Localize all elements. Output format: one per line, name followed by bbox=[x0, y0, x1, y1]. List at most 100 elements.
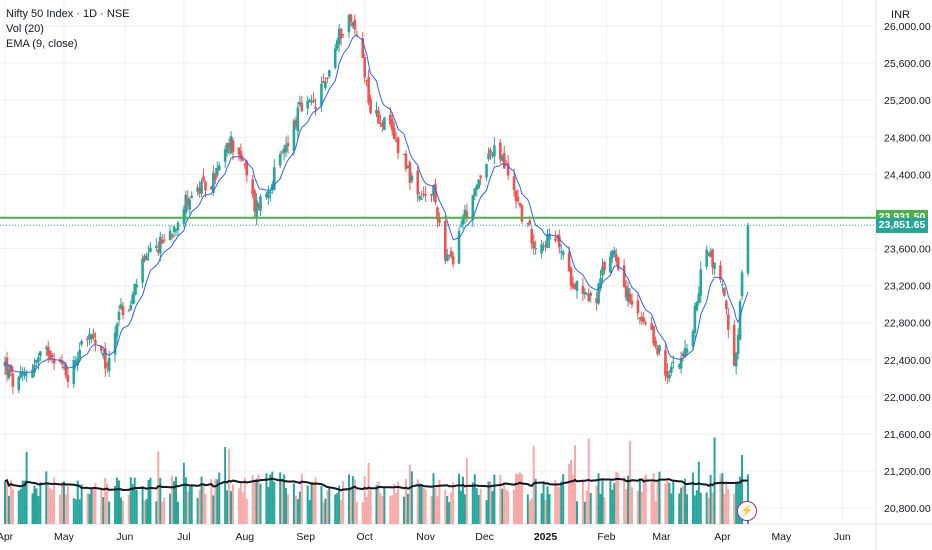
candle-body bbox=[451, 256, 455, 265]
volume-bar bbox=[114, 486, 117, 524]
time-tick-label: Jun bbox=[834, 531, 851, 543]
candle-body bbox=[626, 288, 630, 302]
volume-bar bbox=[526, 494, 529, 524]
candle-body bbox=[39, 351, 42, 356]
currency-label[interactable]: INR bbox=[891, 9, 910, 21]
volume-bar bbox=[379, 493, 382, 524]
volume-bar bbox=[60, 481, 63, 524]
volume-bar bbox=[587, 438, 590, 524]
volume-bar bbox=[173, 481, 176, 524]
candle-body bbox=[355, 34, 359, 36]
volume-bar bbox=[458, 473, 461, 524]
volume-bar bbox=[375, 485, 378, 524]
time-tick-label: Nov bbox=[416, 531, 435, 543]
volume-bar bbox=[548, 494, 551, 524]
volume-bar bbox=[434, 488, 437, 524]
candle-body bbox=[33, 364, 36, 373]
candle-body bbox=[603, 261, 606, 271]
candle-body bbox=[259, 196, 262, 211]
volume-bar bbox=[204, 493, 207, 524]
volume-bar bbox=[650, 482, 653, 524]
candle-body bbox=[699, 269, 703, 296]
candle-body bbox=[418, 196, 422, 200]
volume-bar bbox=[4, 481, 6, 524]
candle-body bbox=[145, 255, 148, 261]
candle-body bbox=[711, 249, 714, 268]
candle-body bbox=[117, 311, 121, 320]
volume-bar bbox=[597, 473, 600, 524]
volume-bar bbox=[214, 479, 217, 524]
candle-body bbox=[365, 80, 368, 82]
candle-body bbox=[48, 350, 52, 360]
candle-body bbox=[459, 225, 463, 227]
volume-bar bbox=[312, 482, 315, 524]
volume-bar bbox=[100, 489, 103, 524]
volume-bar bbox=[340, 499, 343, 524]
volume-bar bbox=[51, 489, 54, 524]
volume-bar bbox=[713, 437, 716, 524]
volume-bar bbox=[202, 483, 205, 524]
volume-bar bbox=[534, 478, 537, 524]
volume-bar bbox=[92, 488, 95, 524]
volume-bar bbox=[611, 489, 614, 524]
volume-bar bbox=[575, 501, 578, 524]
lightning-icon[interactable]: ⚡ bbox=[737, 501, 757, 521]
time-tick-label: 2025 bbox=[534, 531, 558, 543]
volume-bar bbox=[546, 486, 549, 524]
volume-bar bbox=[25, 451, 28, 524]
candle-body bbox=[406, 166, 410, 168]
candle-body bbox=[100, 346, 103, 351]
candle-body bbox=[103, 348, 107, 369]
volume-bar bbox=[558, 487, 561, 524]
volume-bar bbox=[463, 494, 466, 524]
candle-body bbox=[475, 185, 479, 190]
candle-body bbox=[298, 102, 302, 105]
volume-bar bbox=[86, 493, 89, 524]
volume-bar bbox=[184, 477, 187, 524]
volume-bar bbox=[568, 463, 571, 524]
volume-bar bbox=[448, 502, 451, 524]
candle-body bbox=[540, 244, 543, 254]
candle-body bbox=[107, 358, 111, 371]
candle-body bbox=[190, 195, 194, 199]
candle-body bbox=[420, 198, 423, 200]
last-price-tag: 23,851.65 bbox=[876, 218, 928, 234]
candle-body bbox=[286, 142, 290, 147]
candle-body bbox=[402, 153, 406, 155]
volume-bar bbox=[585, 490, 588, 524]
volume-bar bbox=[493, 474, 496, 524]
candle-body bbox=[312, 100, 315, 102]
volume-indicator-label[interactable]: Vol (20) bbox=[6, 23, 44, 35]
candle-body bbox=[732, 324, 736, 366]
volume-bar bbox=[251, 474, 254, 524]
volume-bar bbox=[699, 492, 702, 524]
candle-body bbox=[184, 194, 188, 214]
volume-bar bbox=[49, 488, 52, 524]
candle-body bbox=[640, 316, 644, 322]
candle-body bbox=[186, 197, 190, 205]
candle-body bbox=[337, 28, 341, 44]
candle-body bbox=[512, 176, 516, 191]
volume-bar bbox=[310, 481, 313, 524]
ema-indicator-label[interactable]: EMA (9, close) bbox=[6, 38, 78, 50]
candle-body bbox=[695, 302, 699, 311]
volume-bar bbox=[200, 476, 203, 524]
volume-bar bbox=[530, 498, 533, 524]
candle-body bbox=[339, 28, 343, 39]
volume-bar bbox=[654, 501, 657, 524]
candle-body bbox=[64, 364, 68, 376]
candle-body bbox=[685, 349, 689, 353]
symbol-title[interactable]: Nifty 50 Index · 1D · NSE bbox=[6, 8, 130, 20]
candle-body bbox=[597, 283, 600, 304]
candle-body bbox=[457, 230, 461, 264]
volume-bar bbox=[513, 489, 516, 524]
volume-bar bbox=[406, 493, 409, 524]
volume-bar bbox=[658, 471, 661, 524]
candle-body bbox=[424, 194, 427, 196]
volume-bar bbox=[430, 495, 433, 524]
candle-body bbox=[280, 151, 284, 153]
candle-body bbox=[546, 234, 549, 249]
volume-bar bbox=[241, 492, 244, 524]
